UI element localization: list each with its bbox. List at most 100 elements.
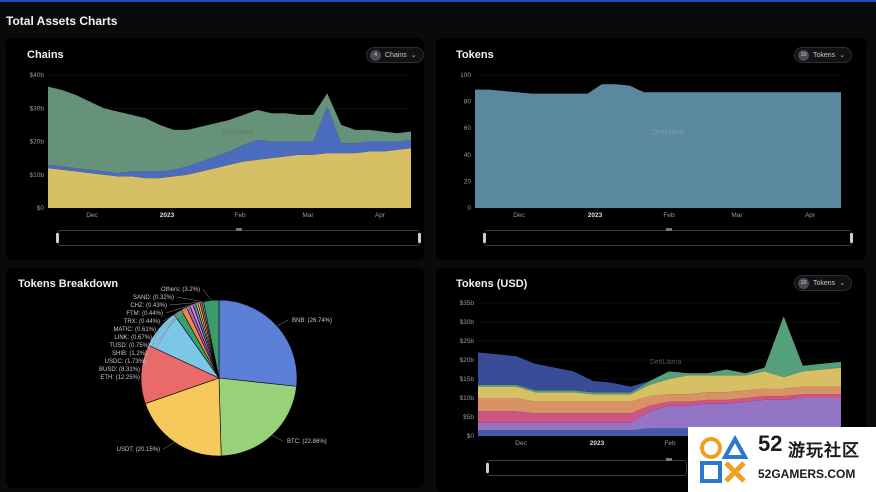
tokens-title: Tokens xyxy=(456,49,494,61)
pie-leader-line xyxy=(142,327,160,370)
pie-label: LINK: (0.67%) xyxy=(114,335,152,341)
pie-leader-line xyxy=(276,319,289,327)
slider-grip[interactable] xyxy=(666,458,672,461)
y-tick-label: $25b xyxy=(460,338,475,345)
y-tick-label: $30b xyxy=(30,105,45,112)
pie-leader-line xyxy=(202,288,212,301)
y-tick-label: $30b xyxy=(460,319,475,326)
tokens-usd-count-badge: 10 xyxy=(798,277,809,289)
pie-label: BUSD: (8.31%) xyxy=(99,367,140,373)
area-series-0[interactable] xyxy=(475,84,841,208)
y-tick-label: $0 xyxy=(467,433,475,440)
chains-title: Chains xyxy=(27,49,64,61)
chains-range-slider[interactable] xyxy=(56,228,421,246)
pie-leader-line xyxy=(162,303,197,322)
y-tick-label: 60 xyxy=(464,125,472,132)
y-tick-label: $10b xyxy=(460,395,475,402)
chains-selector-label: Chains xyxy=(385,51,407,59)
x-tick-label: Feb xyxy=(664,440,676,447)
top-accent-bar xyxy=(0,0,876,2)
pie-label: TRX: (0.44%) xyxy=(124,319,160,325)
page-title: Total Assets Charts xyxy=(6,14,118,28)
pie-leader-line xyxy=(162,441,175,450)
x-tick-label: Feb xyxy=(663,212,675,219)
y-tick-label: $35b xyxy=(460,300,475,307)
y-tick-label: $5b xyxy=(463,414,474,421)
x-tick-label: Apr xyxy=(375,212,386,219)
slider-grip[interactable] xyxy=(236,228,242,231)
y-tick-label: 100 xyxy=(460,72,471,79)
chains-count-badge: 4 xyxy=(370,49,381,61)
area-series-2[interactable] xyxy=(48,86,411,174)
y-tick-label: $40b xyxy=(30,72,45,79)
pie-leader-line xyxy=(271,435,284,442)
y-tick-label: $15b xyxy=(460,376,475,383)
tokens-usd-title: Tokens (USD) xyxy=(456,278,528,290)
pie-label: ETH: (12.25%) xyxy=(100,375,140,381)
pie-label: MATIC: (0.61%) xyxy=(113,327,156,333)
pie-label: SAND: (0.32%) xyxy=(133,295,174,301)
site-logo[interactable]: 52 游玩社区 52GAMERS.COM xyxy=(688,427,876,492)
x-tick-label: 2023 xyxy=(588,212,603,219)
slider-right-handle[interactable] xyxy=(850,233,853,243)
area-series-3[interactable] xyxy=(478,386,841,414)
pie-leader-line xyxy=(169,301,201,306)
slider-left-handle[interactable] xyxy=(483,233,486,243)
chains-watermark: DefiLlama xyxy=(222,129,254,136)
tokens-selector-label: Tokens xyxy=(813,51,836,59)
slider-left-handle[interactable] xyxy=(56,233,59,243)
tokens-selector[interactable]: 10 Tokens ⌄ xyxy=(794,47,853,63)
area-series-0[interactable] xyxy=(48,148,411,208)
area-series-2[interactable] xyxy=(478,394,841,423)
pie-label: FTM: (0.44%) xyxy=(126,311,163,317)
x-tick-label: 2023 xyxy=(590,440,605,447)
x-tick-label: Mar xyxy=(302,212,314,219)
pie-slice[interactable] xyxy=(218,377,297,457)
pie-label: CHZ: (0.43%) xyxy=(130,303,167,309)
pie-leader-line xyxy=(140,373,144,378)
area-series-1[interactable] xyxy=(48,106,411,179)
pie-label: BTC: (22.86%) xyxy=(287,439,327,445)
logo-url: 52GAMERS.COM xyxy=(758,467,856,481)
pie-leader-line xyxy=(158,303,195,330)
pie-label: USDC: (1.73%) xyxy=(105,359,146,365)
pie-label: BNB: (26.74%) xyxy=(292,318,332,324)
logo-name: 游玩社区 xyxy=(788,441,860,460)
x-tick-label: Dec xyxy=(515,440,527,447)
pie-label: SHIB: (1.2%) xyxy=(112,351,147,357)
area-series-5[interactable] xyxy=(478,316,841,395)
pie-label: TUSD: (0.75%) xyxy=(109,343,150,349)
pie-slice[interactable] xyxy=(144,377,222,457)
tokens-watermark: DefiLlama xyxy=(652,129,684,136)
tokens-count-badge: 10 xyxy=(798,49,809,61)
x-tick-label: Dec xyxy=(86,212,98,219)
breakdown-title: Tokens Breakdown xyxy=(18,278,119,290)
y-tick-label: 0 xyxy=(467,205,471,212)
logo-number: 52 xyxy=(758,431,783,456)
pie-leader-line xyxy=(165,302,199,314)
chains-selector[interactable]: 4 Chains ⌄ xyxy=(366,47,424,63)
tokens-usd-selector[interactable]: 10 Tokens ⌄ xyxy=(794,275,853,291)
x-tick-label: Feb xyxy=(234,212,246,219)
y-tick-label: 80 xyxy=(464,99,472,106)
slider-left-handle[interactable] xyxy=(486,463,489,473)
area-series-6[interactable] xyxy=(478,316,841,393)
y-tick-label: 20 xyxy=(464,178,472,185)
area-series-4[interactable] xyxy=(478,367,841,402)
x-tick-label: Apr xyxy=(805,212,816,219)
pie-leader-line xyxy=(148,311,178,362)
slider-right-handle[interactable] xyxy=(418,233,421,243)
pie-slice[interactable] xyxy=(218,299,298,387)
tokens-usd-range-slider[interactable] xyxy=(486,458,687,476)
tokens-usd-selector-label: Tokens xyxy=(813,279,836,287)
chevron-down-icon: ⌄ xyxy=(839,52,846,59)
slider-grip[interactable] xyxy=(666,228,672,231)
area-series-1[interactable] xyxy=(478,398,841,431)
y-tick-label: 40 xyxy=(464,152,472,159)
pie-label: USDT: (20.15%) xyxy=(117,447,160,453)
tokens-range-slider[interactable] xyxy=(483,228,853,246)
y-tick-label: $10b xyxy=(30,172,45,179)
